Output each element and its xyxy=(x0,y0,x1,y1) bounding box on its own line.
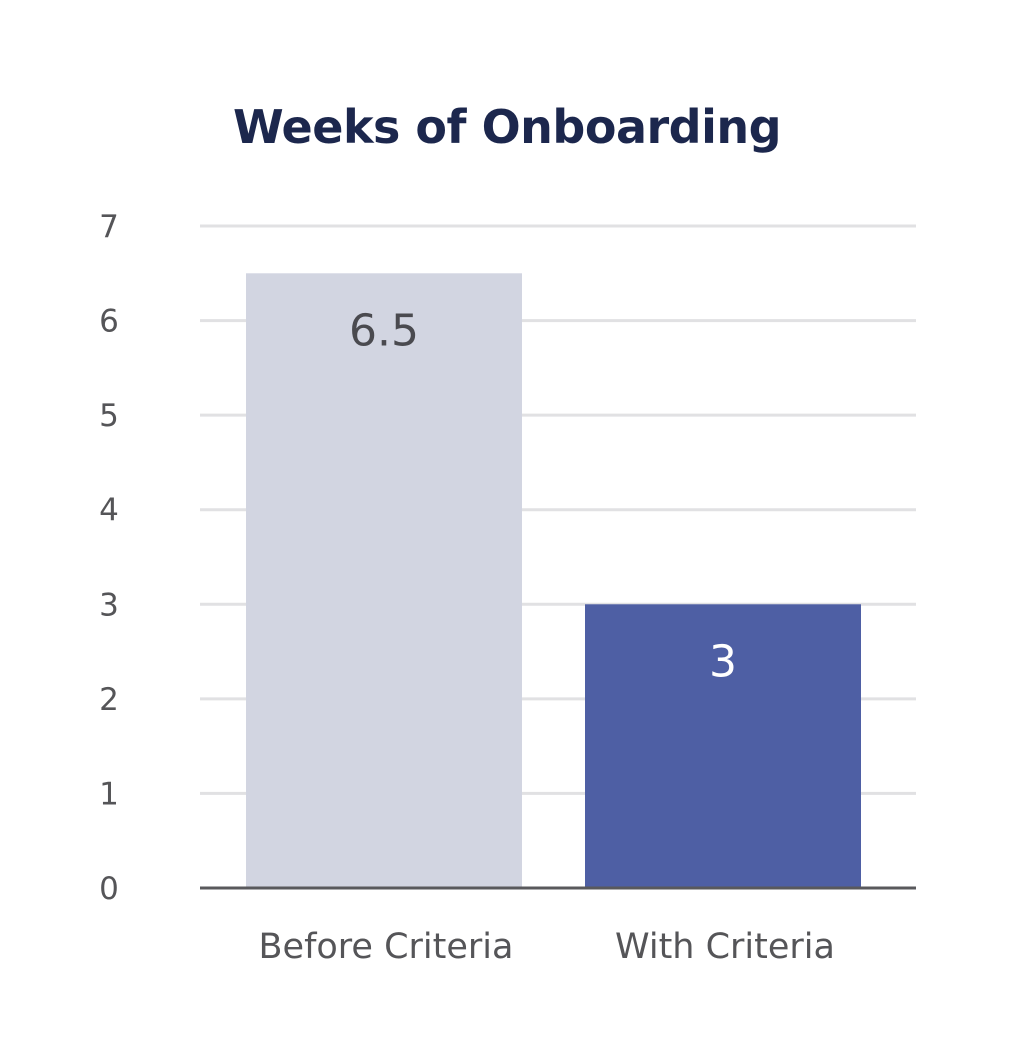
x-tick-label: With Criteria xyxy=(615,927,835,967)
y-tick-label: 1 xyxy=(99,776,119,812)
y-tick-label: 6 xyxy=(99,304,119,340)
y-tick-label: 2 xyxy=(99,682,119,718)
bar-before-criteria xyxy=(246,273,522,888)
x-axis-ticks: Before Criteria With Criteria xyxy=(259,927,835,967)
bar-data-labels: 6.53 xyxy=(349,305,737,687)
y-tick-label: 7 xyxy=(99,209,119,245)
bar-data-label: 3 xyxy=(709,636,737,687)
x-tick-label: Before Criteria xyxy=(259,927,514,967)
y-tick-label: 4 xyxy=(99,493,119,529)
chart-title: Weeks of Onboarding xyxy=(232,100,782,154)
bar-data-label: 6.5 xyxy=(349,305,419,356)
bars xyxy=(246,273,861,888)
y-axis-ticks: 0 1 2 3 4 5 6 7 xyxy=(99,209,119,907)
y-tick-label: 5 xyxy=(99,398,119,434)
bar-with-criteria xyxy=(585,604,861,888)
y-tick-label: 3 xyxy=(99,587,119,623)
y-tick-label: 0 xyxy=(99,871,119,907)
